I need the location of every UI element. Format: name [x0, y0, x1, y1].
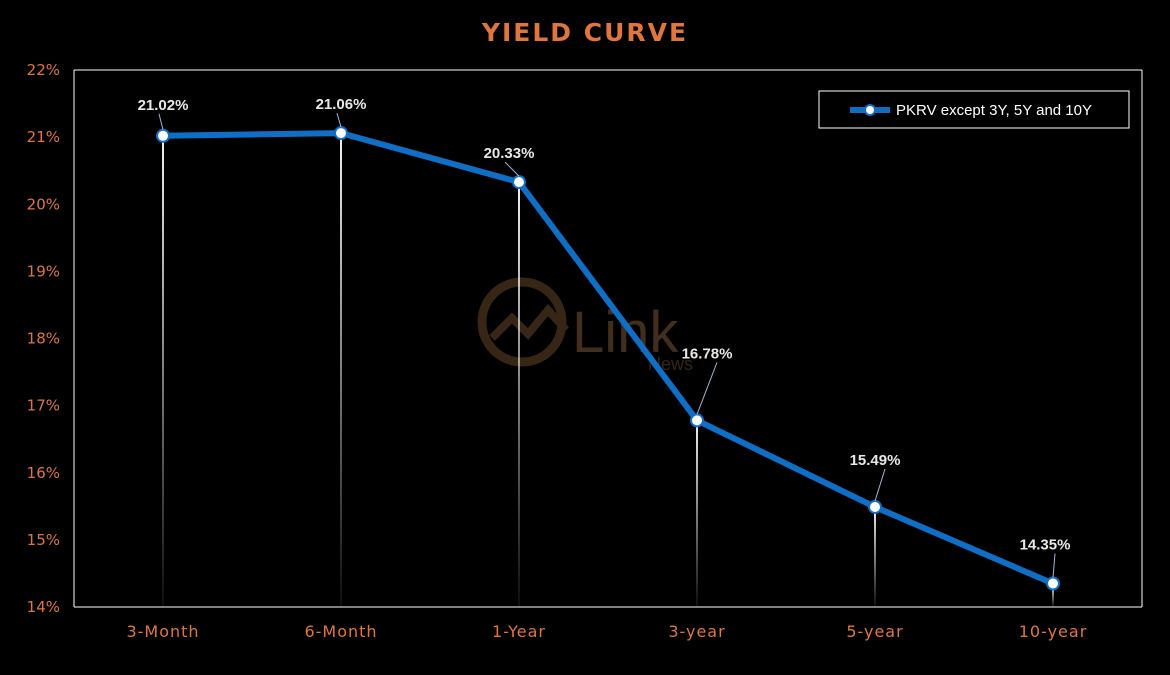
drop-line: [1052, 583, 1054, 607]
watermark-logo: Link News: [477, 277, 693, 374]
x-tick-labels: 3-Month 6-Month 1-Year 3-year 5-year 10-year: [126, 622, 1088, 641]
drop-lines: [162, 133, 1054, 607]
data-labels: 21.02% 21.06% 20.33% 16.78% 15.49% 14.35%: [138, 96, 1071, 578]
y-tick-label: 21%: [27, 128, 60, 146]
drop-line: [874, 506, 876, 607]
data-label: 21.02%: [138, 97, 189, 114]
leader-line: [504, 161, 520, 177]
legend-label: PKRV except 3Y, 5Y and 10Y: [896, 102, 1092, 119]
data-label: 15.49%: [850, 452, 901, 469]
data-point: [334, 126, 348, 141]
leader-line: [874, 468, 886, 502]
drop-line: [518, 182, 520, 607]
y-tick-label: 22%: [27, 61, 60, 79]
data-label: 21.06%: [316, 96, 367, 113]
watermark-text: Link: [572, 300, 679, 365]
drop-line: [340, 133, 342, 607]
data-label: 14.35%: [1020, 537, 1071, 554]
leader-line: [1052, 553, 1056, 578]
drop-line: [696, 420, 698, 607]
y-tick-label: 14%: [27, 598, 60, 616]
x-tick-label: 3-Month: [126, 622, 199, 641]
legend: PKRV except 3Y, 5Y and 10Y: [818, 90, 1130, 129]
x-tick-label: 3-year: [668, 622, 725, 641]
data-label: 20.33%: [484, 145, 535, 162]
y-tick-labels: 14% 15% 16% 17% 18% 19% 20% 21% 22%: [27, 61, 60, 616]
data-point: [156, 128, 170, 143]
y-tick-label: 15%: [27, 531, 60, 549]
data-point: [1046, 576, 1060, 591]
data-point: [512, 175, 526, 190]
leader-line: [158, 113, 164, 130]
drop-line: [162, 135, 164, 607]
leader-line: [336, 112, 342, 128]
y-tick-label: 17%: [27, 397, 60, 415]
x-tick-label: 5-year: [846, 622, 903, 641]
data-label: 16.78%: [682, 345, 733, 362]
x-tick-label: 10-year: [1019, 622, 1088, 641]
chart-title: YIELD CURVE: [481, 18, 689, 47]
series-line: [162, 130, 1055, 587]
y-tick-label: 20%: [27, 195, 60, 213]
y-tick-label: 19%: [27, 262, 60, 280]
x-tick-label: 6-Month: [304, 622, 377, 641]
data-point: [690, 413, 704, 428]
legend-marker-swatch: [864, 104, 876, 116]
y-tick-label: 18%: [27, 330, 60, 348]
leader-line: [696, 362, 718, 415]
x-tick-label: 1-Year: [492, 622, 546, 641]
data-point: [868, 499, 882, 514]
y-tick-label: 16%: [27, 464, 60, 482]
